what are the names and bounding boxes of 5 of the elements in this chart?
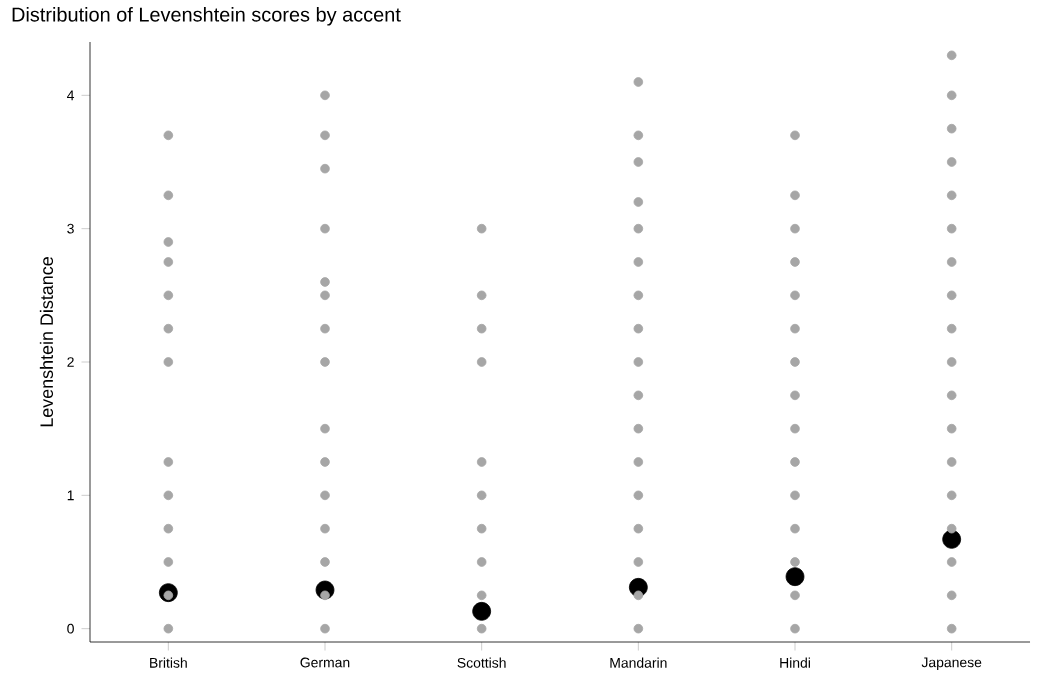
point (785, 567, 805, 587)
point (472, 601, 492, 621)
chart-title: Distribution of Levenshtein scores by accent (12, 7, 401, 26)
point (942, 529, 962, 549)
y-axis-title: Levenshtein Distance (39, 257, 54, 427)
